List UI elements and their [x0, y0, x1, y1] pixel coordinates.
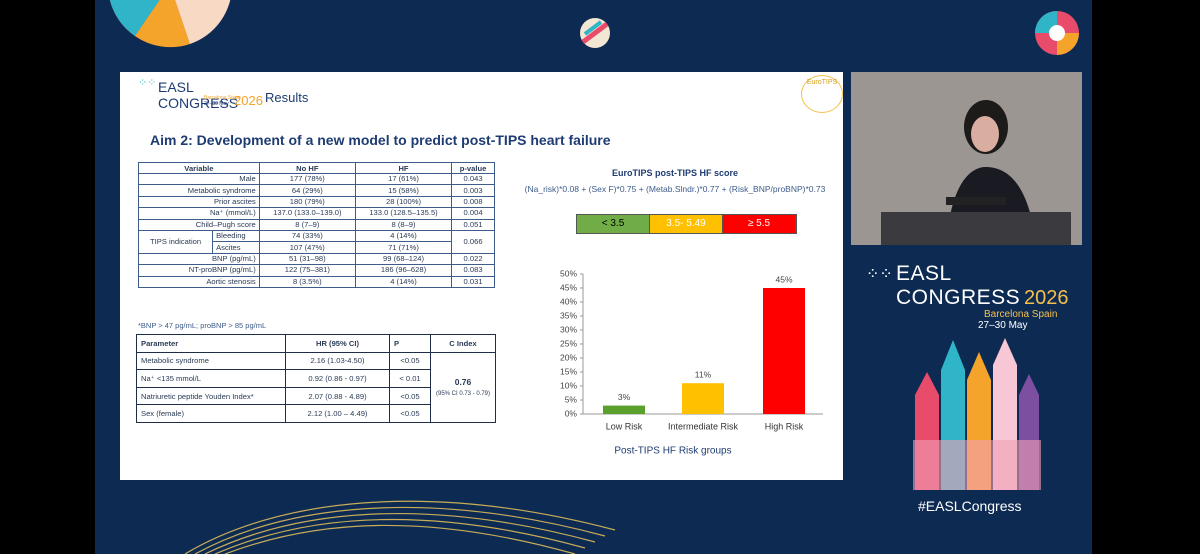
y-tick-label: 45% [560, 282, 577, 292]
x-tick-label: Low Risk [606, 421, 643, 431]
sidebar-dots: ⁘⁘ [866, 266, 893, 283]
slide-logo: ⁘⁘ EASL CONGRESS Barcelona Spain 27–30 M… [138, 76, 268, 111]
table-row: Ascites 107 (47%) 71 (71%) [139, 241, 495, 254]
table-row: Metabolic syndrome 64 (29%) 15 (58%) 0.003 [138, 184, 495, 197]
table-row: Prior ascites 180 (79%) 28 (100%) 0.008 [138, 195, 495, 209]
cell: 0.76 (95% CI 0.73 - 0.79) [430, 351, 496, 423]
c-index: 0.76 [454, 377, 472, 388]
y-tick-label: 40% [560, 296, 577, 306]
gold-wave [184, 500, 616, 554]
score-bands: < 3.5 3.5- 5.49 ≥ 5.5 [576, 214, 797, 234]
hashtag: #EASLCongress [918, 498, 1022, 514]
cell: 4 (14%) [354, 275, 453, 288]
y-tick-label: 10% [560, 380, 577, 390]
sidebar-brand: EASL CONGRESS [896, 262, 1021, 309]
slide: ⁘⁘ EASL CONGRESS Barcelona Spain 27–30 M… [120, 72, 843, 480]
slide-title: Aim 2: Development of a new model to pre… [150, 132, 611, 148]
y-tick-label: 35% [560, 310, 577, 320]
x-tick-label: High Risk [765, 421, 804, 431]
table-row: Child–Pugh score 8 (7–9) 8 (8–9) 0.051 [138, 218, 495, 231]
cell: Child–Pugh score [138, 218, 260, 231]
y-tick-label: 15% [560, 366, 577, 376]
slide-dates: 27–30 May [204, 101, 229, 107]
value-label: 3% [618, 392, 631, 402]
c-index-ci: (95% CI 0.73 - 0.79) [435, 391, 491, 398]
sidebar-logo: EASL CONGRESS ⁘⁘ Barcelona Spain 27–30 M… [866, 262, 1076, 331]
cathedral-illustration [913, 338, 1041, 490]
cell: 0.051 [451, 218, 495, 231]
partner-logo: EuroTIPS [801, 75, 843, 113]
speaker-figure [851, 72, 1082, 245]
y-tick-label: 20% [560, 352, 577, 362]
table-row: Aortic stenosis 8 (3.5%) 4 (14%) 0.031 [138, 275, 495, 288]
table-row: Na⁺ <135 mmol/L 0.92 (0.86 - 0.97) < 0.01 [136, 369, 496, 388]
logo-dots: ⁘⁘ [138, 77, 157, 89]
y-tick-label: 0% [565, 408, 578, 418]
score-title: EuroTIPS post-TIPS HF score [611, 168, 739, 178]
logo-circle-right [1035, 11, 1079, 55]
sidebar-dates: 27–30 May [978, 320, 1028, 331]
y-tick-label: 25% [560, 338, 577, 348]
slide-brand: EASL CONGRESS [158, 79, 239, 111]
slide-city: Barcelona Spain [204, 95, 241, 101]
x-tick-label: Intermediate Risk [668, 421, 739, 431]
cell: 0.031 [451, 275, 495, 288]
decoration [109, 0, 1079, 554]
table-body: Male 177 (78%) 17 (61%) 0.043 Metabolic synd… [137, 172, 495, 288]
score-band: < 3.5 [577, 215, 650, 233]
logo-icon-center [580, 18, 610, 48]
x-axis-title: Post-TIPS HF Risk groups [614, 446, 731, 457]
cell: Aortic stenosis [138, 275, 260, 288]
score-band: ≥ 5.5 [723, 215, 796, 233]
table-univariate: Variable No HF HF p-value Male 177 (78%) 1… [137, 162, 495, 288]
cell: 2.12 (1.00 – 4.49) [285, 404, 390, 423]
column-header: C Index [430, 334, 496, 353]
bar [763, 288, 805, 414]
table-multivariate: Parameter HR (95% CI) P C Index Metaboli… [136, 334, 496, 423]
cell: 8 (3.5%) [258, 275, 356, 288]
chart: Post-TIPS HF Risk groups 0% 5% 10% 15% 20% 25… [560, 268, 823, 457]
table-row: Sex (female) 2.12 (1.00 – 4.49) <0.05 [136, 404, 496, 423]
table-row: Male 177 (78%) 17 (61%) 0.043 [138, 172, 495, 186]
y-tick-label: 5% [565, 394, 578, 404]
y-tick-label: 30% [560, 324, 577, 334]
footnote: *BNP > 47 pg/mL; proBNP > 85 pg/mL [138, 321, 267, 330]
sidebar-city: Barcelona Spain [984, 309, 1058, 320]
score-formula: (Na_risk)*0.08 + (Sex F)*0.75 + (Metab.S… [524, 184, 826, 194]
cell: <0.05 [389, 404, 431, 423]
score-band: 3.5- 5.49 [650, 215, 723, 233]
value-label: 11% [695, 369, 712, 379]
speaker-video [851, 72, 1082, 245]
section-title: Results [265, 90, 309, 105]
table-body: Metabolic syndrome 2.16 (1.03-4.50) <0.05 0… [136, 351, 496, 423]
bar [603, 405, 645, 414]
logo-circle-left [109, 0, 231, 48]
sidebar-year: 2026 [1024, 287, 1069, 309]
bar [682, 383, 724, 414]
slide-year: 2026 [234, 93, 263, 108]
y-tick-label: 50% [560, 268, 577, 278]
value-label: 45% [775, 274, 792, 284]
